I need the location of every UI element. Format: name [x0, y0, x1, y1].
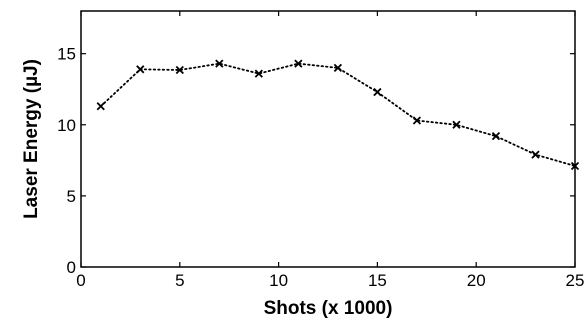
y-tick-label: 0 [67, 258, 76, 277]
marker-stroke [373, 87, 382, 97]
marker-stroke [136, 65, 145, 74]
marker-stroke [333, 63, 343, 73]
plot-area [80, 10, 576, 268]
x-tick-label: 10 [269, 271, 288, 290]
y-tick-label: 5 [67, 187, 76, 206]
y-tick-label: 15 [57, 45, 76, 64]
series-line [99, 62, 576, 167]
marker-stroke [570, 161, 580, 171]
x-axis: 0 5 10 15 20 25 [76, 11, 584, 290]
data-point-marker [373, 87, 382, 97]
data-point-marker [96, 102, 105, 111]
data-point-marker [333, 63, 343, 73]
x-tick-label: 5 [175, 271, 184, 290]
data-point-marker [294, 59, 303, 68]
data-point-marker [531, 150, 540, 159]
marker-stroke [412, 116, 422, 125]
y-axis-title: Laser Energy (µJ) [21, 59, 42, 219]
marker-stroke [452, 120, 461, 129]
marker-stroke [531, 150, 540, 159]
x-tick-label: 20 [467, 271, 486, 290]
data-point-marker [254, 69, 263, 78]
x-tick-label: 0 [76, 271, 85, 290]
data-point-marker [412, 116, 422, 125]
y-axis: 0 5 10 15 [57, 45, 575, 277]
data-point-marker [570, 161, 580, 171]
marker-stroke [96, 102, 105, 111]
y-tick-label: 10 [57, 116, 76, 135]
data-point-marker [452, 120, 461, 129]
x-tick-label: 25 [566, 271, 585, 290]
marker-stroke [254, 69, 263, 78]
marker-stroke [294, 59, 303, 68]
data-point-marker [136, 65, 145, 74]
data-point-marker [175, 65, 184, 75]
marker-stroke [491, 132, 501, 141]
marker-stroke [175, 65, 184, 75]
marker-stroke [215, 59, 224, 68]
plot-border [80, 10, 576, 268]
data-point-marker [215, 59, 224, 68]
series-layer [96, 59, 580, 171]
x-axis-title: Shots (x 1000) [264, 298, 393, 319]
x-tick-label: 15 [368, 271, 387, 290]
data-point-marker [491, 132, 501, 141]
